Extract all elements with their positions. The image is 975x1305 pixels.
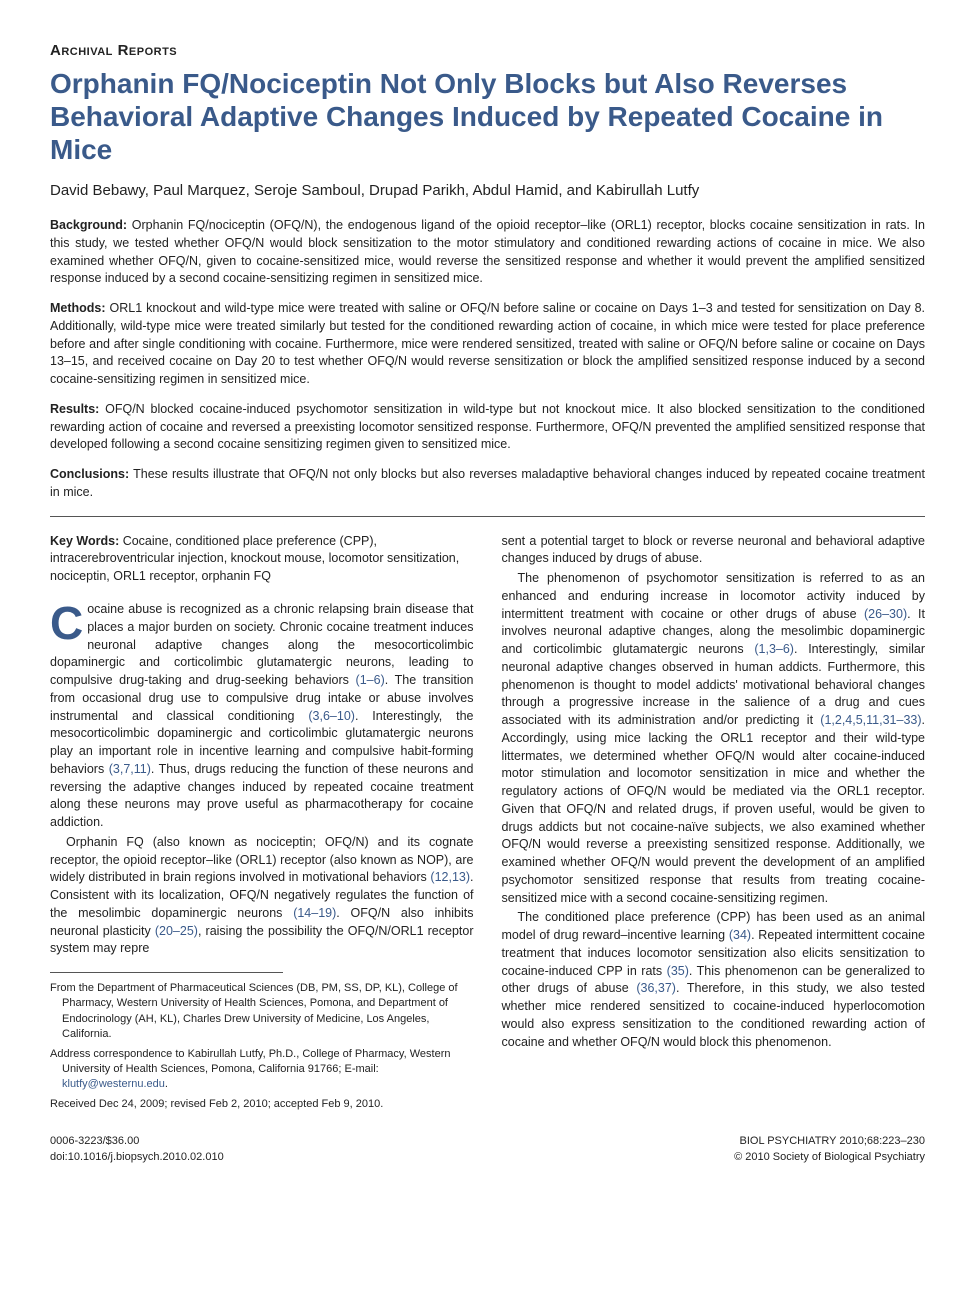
left-column: Key Words: Cocaine, conditioned place pr… bbox=[50, 533, 474, 1117]
footnote-divider bbox=[50, 972, 283, 973]
abstract-methods-label: Methods: bbox=[50, 301, 106, 315]
abstract-results-text: OFQ/N blocked cocaine-induced psychomoto… bbox=[50, 402, 925, 452]
ref-link[interactable]: (1,3–6) bbox=[754, 642, 794, 656]
body-p4: The conditioned place preference (CPP) h… bbox=[502, 909, 926, 1051]
footnote-dates: Received Dec 24, 2009; revised Feb 2, 20… bbox=[50, 1097, 474, 1112]
abstract-background-label: Background: bbox=[50, 218, 127, 232]
footnote-correspondence: Address correspondence to Kabirullah Lut… bbox=[50, 1047, 474, 1093]
ref-link[interactable]: (1–6) bbox=[356, 673, 385, 687]
abstract-methods-text: ORL1 knockout and wild-type mice were tr… bbox=[50, 301, 925, 386]
footnote-affiliation: From the Department of Pharmaceutical Sc… bbox=[50, 981, 474, 1043]
keywords: Key Words: Cocaine, conditioned place pr… bbox=[50, 533, 474, 586]
body-p1: Cocaine abuse is recognized as a chronic… bbox=[50, 601, 474, 832]
ref-link[interactable]: (36,37) bbox=[636, 981, 676, 995]
body-columns: Key Words: Cocaine, conditioned place pr… bbox=[50, 533, 925, 1117]
keywords-label: Key Words: bbox=[50, 534, 119, 548]
abstract-conclusions-text: These results illustrate that OFQ/N not … bbox=[50, 467, 925, 499]
section-label: Archival Reports bbox=[50, 40, 925, 61]
footer-copyright: © 2010 Society of Biological Psychiatry bbox=[734, 1150, 925, 1165]
correspondence-tail: . bbox=[165, 1078, 168, 1090]
footer-left: 0006-3223/$36.00 doi:10.1016/j.biopsych.… bbox=[50, 1134, 224, 1165]
ref-link[interactable]: (3,6–10) bbox=[308, 709, 355, 723]
p2a-text: Orphanin FQ (also known as nociceptin; O… bbox=[50, 835, 474, 885]
abstract-results-label: Results: bbox=[50, 402, 99, 416]
abstract-results: Results: OFQ/N blocked cocaine-induced p… bbox=[50, 401, 925, 454]
dropcap: C bbox=[50, 601, 87, 643]
p3a-text: The phenomenon of psychomotor sensitizat… bbox=[502, 571, 926, 621]
body-p2-continued: sent a potential target to block or reve… bbox=[502, 533, 926, 569]
ref-link[interactable]: (20–25) bbox=[155, 924, 198, 938]
ref-link[interactable]: (35) bbox=[667, 964, 689, 978]
right-column: sent a potential target to block or reve… bbox=[502, 533, 926, 1117]
correspondence-email-link[interactable]: klutfy@westernu.edu bbox=[62, 1078, 165, 1090]
footer-citation: BIOL PSYCHIATRY 2010;68:223–230 bbox=[734, 1134, 925, 1149]
ref-link[interactable]: (12,13) bbox=[430, 870, 470, 884]
abstract-background: Background: Orphanin FQ/nociceptin (OFQ/… bbox=[50, 217, 925, 288]
abstract-conclusions: Conclusions: These results illustrate th… bbox=[50, 466, 925, 502]
footer-right: BIOL PSYCHIATRY 2010;68:223–230 © 2010 S… bbox=[734, 1134, 925, 1165]
body-p3: The phenomenon of psychomotor sensitizat… bbox=[502, 570, 926, 907]
abstract-conclusions-label: Conclusions: bbox=[50, 467, 129, 481]
p2e-text: sent a potential target to block or reve… bbox=[502, 534, 926, 566]
p3d-text: . Accordingly, using mice lacking the OR… bbox=[502, 713, 926, 905]
ref-link[interactable]: (14–19) bbox=[293, 906, 336, 920]
footer-doi: doi:10.1016/j.biopsych.2010.02.010 bbox=[50, 1150, 224, 1165]
correspondence-text: Address correspondence to Kabirullah Lut… bbox=[50, 1048, 450, 1075]
page-footer: 0006-3223/$36.00 doi:10.1016/j.biopsych.… bbox=[50, 1134, 925, 1165]
abstract-methods: Methods: ORL1 knockout and wild-type mic… bbox=[50, 300, 925, 389]
ref-link[interactable]: (3,7,11) bbox=[109, 762, 151, 776]
article-title: Orphanin FQ/Nociceptin Not Only Blocks b… bbox=[50, 67, 925, 166]
abstract-background-text: Orphanin FQ/nociceptin (OFQ/N), the endo… bbox=[50, 218, 925, 285]
authors: David Bebawy, Paul Marquez, Seroje Sambo… bbox=[50, 180, 925, 201]
ref-link[interactable]: (34) bbox=[729, 928, 751, 942]
body-p2: Orphanin FQ (also known as nociceptin; O… bbox=[50, 834, 474, 958]
ref-link[interactable]: (1,2,4,5,11,31–33) bbox=[820, 713, 921, 727]
footer-issn: 0006-3223/$36.00 bbox=[50, 1134, 224, 1149]
divider bbox=[50, 516, 925, 517]
ref-link[interactable]: (26–30) bbox=[864, 607, 907, 621]
